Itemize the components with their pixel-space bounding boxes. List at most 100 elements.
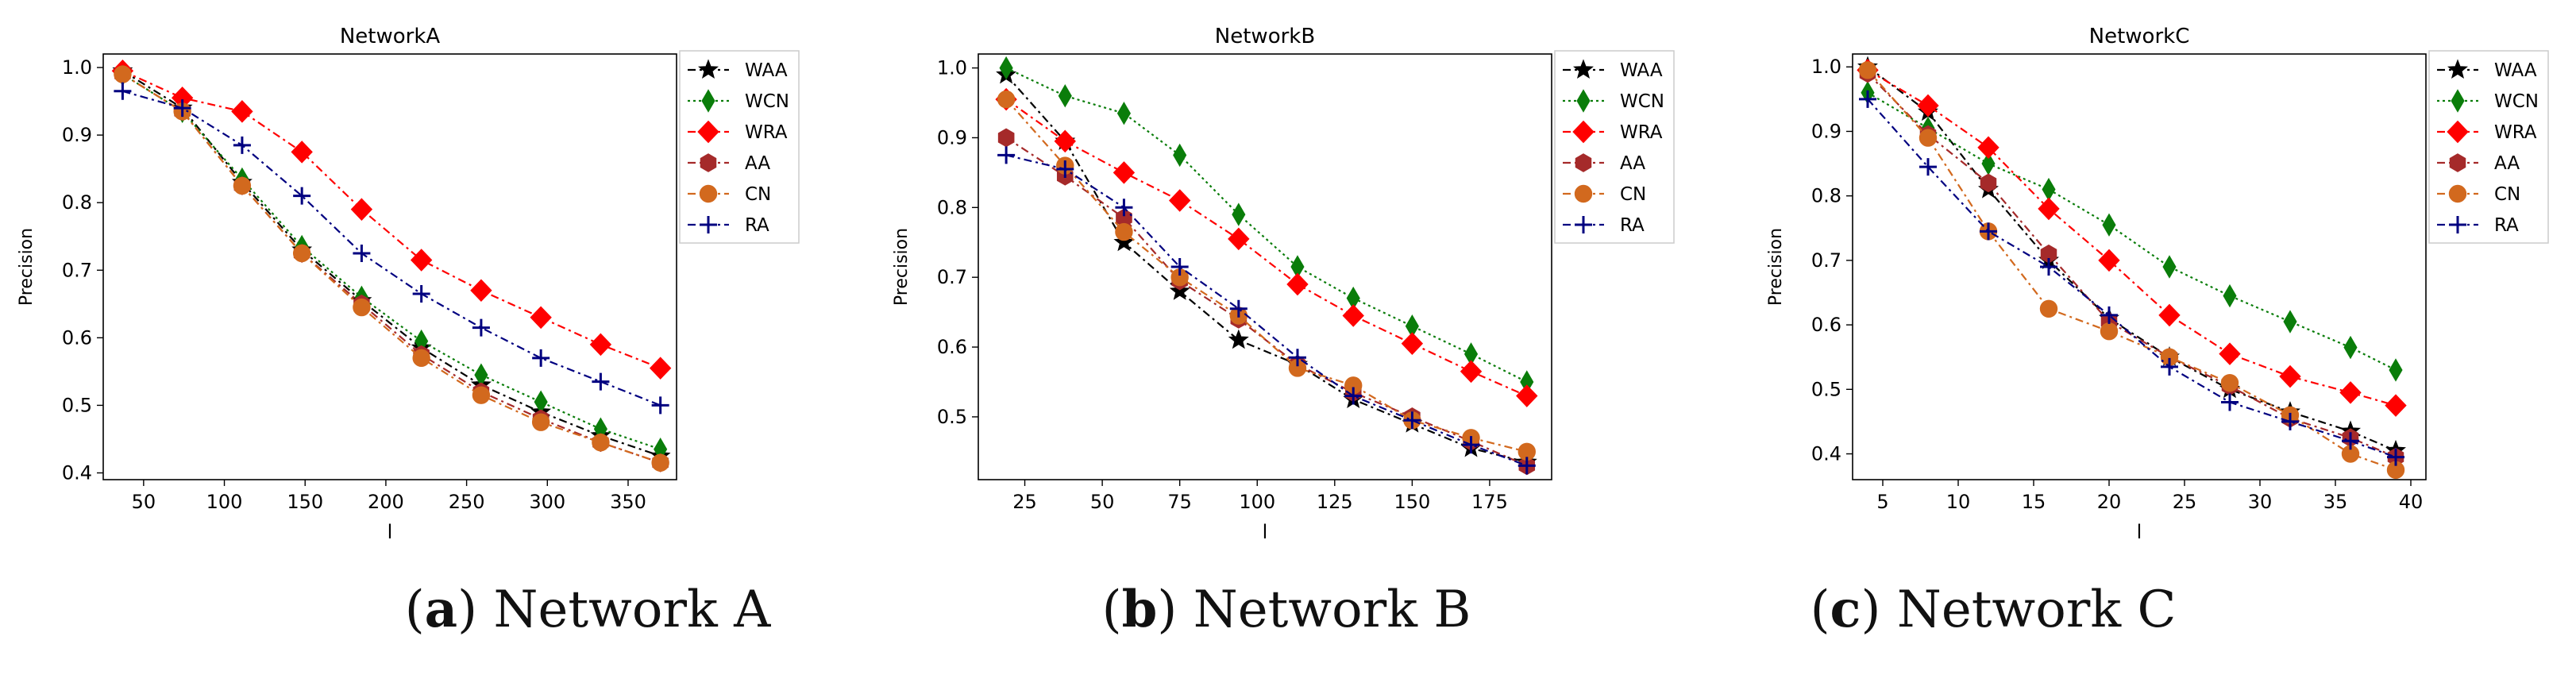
data-point-ra [2040, 258, 2057, 276]
data-point-ra [2100, 306, 2118, 324]
legend-marker [2449, 216, 2466, 233]
data-point-wra [1917, 94, 1939, 118]
data-point-cn [997, 90, 1016, 109]
plot-frame [102, 53, 677, 480]
data-point-ra [2221, 393, 2239, 411]
legend-label: RA [1620, 215, 1645, 236]
legend-label: CN [1620, 184, 1646, 205]
data-point-cn [1919, 129, 1938, 147]
data-point-ra [1919, 158, 1937, 176]
series-ra [114, 82, 669, 415]
series-waa [1857, 56, 2406, 460]
legend-marker [1574, 184, 1593, 203]
data-point-wra [589, 333, 612, 357]
series-line-cn [1867, 69, 2397, 471]
data-point-ra [472, 318, 490, 337]
data-point-ra [1288, 349, 1306, 367]
y-tick-label: 0.4 [1811, 443, 1841, 465]
x-axis-label: l [2137, 521, 2142, 543]
y-tick-label: 0.6 [62, 326, 92, 349]
data-point-ra [1344, 387, 1363, 405]
data-point-wcn [2389, 358, 2403, 382]
data-point-ra [1980, 222, 1997, 241]
series-line-wcn [1005, 67, 1528, 383]
data-point-wra [2385, 394, 2407, 417]
data-point-cn [2220, 373, 2239, 392]
x-tick-label: 50 [1090, 491, 1115, 513]
data-point-ra [1859, 90, 1876, 108]
data-point-wra [2038, 197, 2060, 221]
series-line-ra [1005, 154, 1528, 467]
data-point-cn [412, 349, 430, 368]
x-tick-label: 75 [1167, 491, 1192, 513]
data-point-waa [1228, 329, 1249, 349]
data-point-wra [1228, 227, 1250, 251]
legend-marker [2447, 120, 2469, 144]
legend-marker [701, 89, 715, 113]
series-wcn [999, 56, 1534, 394]
series-aa [997, 128, 1536, 476]
legend-label: AA [2494, 153, 2520, 174]
data-point-wra [470, 279, 492, 303]
series-line-wra [121, 70, 661, 369]
legend-label: AA [1620, 153, 1645, 174]
series-line-wcn [1867, 91, 2397, 371]
data-point-ra [233, 136, 251, 154]
legend-marker [697, 120, 719, 144]
data-point-ra [1170, 258, 1189, 276]
y-tick-label: 0.8 [1811, 185, 1841, 207]
series-line-waa [1005, 74, 1528, 464]
data-point-wra [1977, 136, 1999, 160]
legend-label: RA [2494, 215, 2519, 236]
x-tick-label: 10 [1946, 491, 1971, 513]
series-wra [1857, 59, 2407, 417]
legend-marker [2449, 153, 2466, 172]
series-line-waa [1867, 66, 2397, 452]
legend-box [679, 50, 800, 244]
data-point-cn [1858, 61, 1877, 79]
legend-marker [700, 153, 717, 172]
data-point-ra [1115, 199, 1133, 217]
series-line-aa [121, 73, 661, 464]
series-aa [1859, 64, 2404, 467]
data-point-ra [1517, 457, 1536, 475]
legend-marker [700, 216, 717, 233]
x-tick-label: 300 [529, 491, 565, 513]
y-tick-label: 1.0 [937, 57, 967, 79]
data-point-wra [1168, 189, 1191, 212]
data-point-wra [1516, 384, 1538, 407]
legend-marker [699, 184, 718, 203]
y-axis-label: Precision [892, 228, 912, 306]
x-tick-label: 20 [2097, 491, 2122, 513]
data-point-ra [293, 187, 311, 205]
series-line-waa [121, 70, 661, 457]
legend-label: CN [745, 184, 771, 205]
data-point-ra [353, 244, 371, 262]
data-point-wra [1401, 332, 1424, 355]
data-point-wcn [2283, 310, 2297, 334]
y-axis-label: Precision [1766, 228, 1786, 306]
chart-title: NetworkB [1215, 25, 1315, 48]
data-point-wra [1286, 272, 1309, 296]
caption-b: (b) Network B [1101, 580, 1471, 639]
y-tick-label: 0.4 [62, 461, 92, 484]
data-point-wra [1460, 360, 1483, 384]
data-point-wcn [2223, 284, 2237, 308]
y-tick-label: 0.5 [1811, 378, 1841, 400]
y-axis-label: Precision [17, 228, 37, 306]
x-tick-label: 125 [1317, 491, 1353, 513]
data-point-wcn [2102, 213, 2116, 237]
y-tick-label: 0.7 [62, 259, 92, 281]
x-tick-label: 350 [610, 491, 646, 513]
y-tick-label: 0.7 [937, 266, 967, 288]
data-point-cn [2039, 299, 2058, 318]
data-point-wra [291, 141, 313, 164]
legend-label: WRA [745, 122, 788, 143]
caption-b-text: Network B [1193, 580, 1471, 639]
series-ra [1859, 90, 2404, 466]
series-wra [995, 87, 1538, 407]
legend-label: AA [745, 153, 770, 174]
data-point-ra [2387, 448, 2404, 466]
data-point-cn [353, 298, 371, 317]
